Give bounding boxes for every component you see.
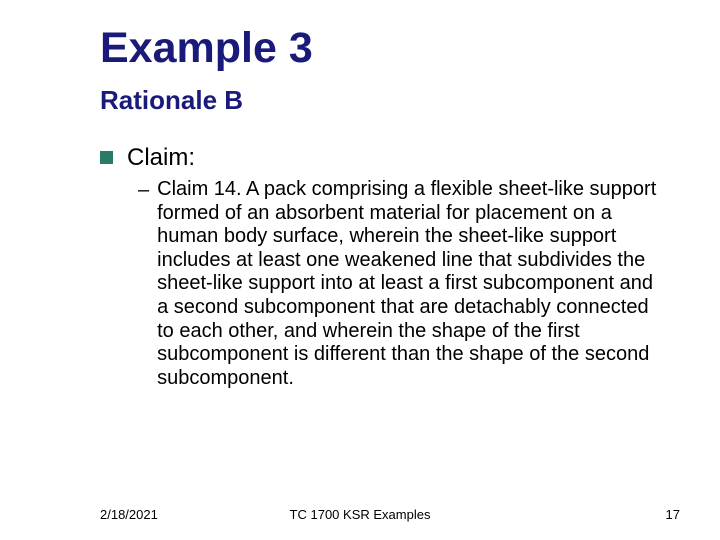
slide: Example 3 Rationale B Claim: – Claim 14.… (0, 0, 720, 540)
footer-center: TC 1700 KSR Examples (290, 507, 431, 522)
footer-page: 17 (666, 507, 680, 522)
footer-date: 2/18/2021 (100, 507, 158, 522)
bullet-row: Claim: (100, 144, 660, 172)
bullet-square-icon (100, 151, 113, 164)
slide-footer: 2/18/2021 TC 1700 KSR Examples 17 (0, 507, 720, 522)
sub-bullet-row: – Claim 14. A pack comprising a flexible… (138, 178, 660, 390)
dash-icon: – (138, 178, 149, 202)
slide-subtitle: Rationale B (100, 85, 660, 116)
bullet-label: Claim: (127, 144, 195, 172)
slide-title: Example 3 (100, 24, 660, 73)
sub-bullet-text: Claim 14. A pack comprising a flexible s… (157, 178, 660, 390)
